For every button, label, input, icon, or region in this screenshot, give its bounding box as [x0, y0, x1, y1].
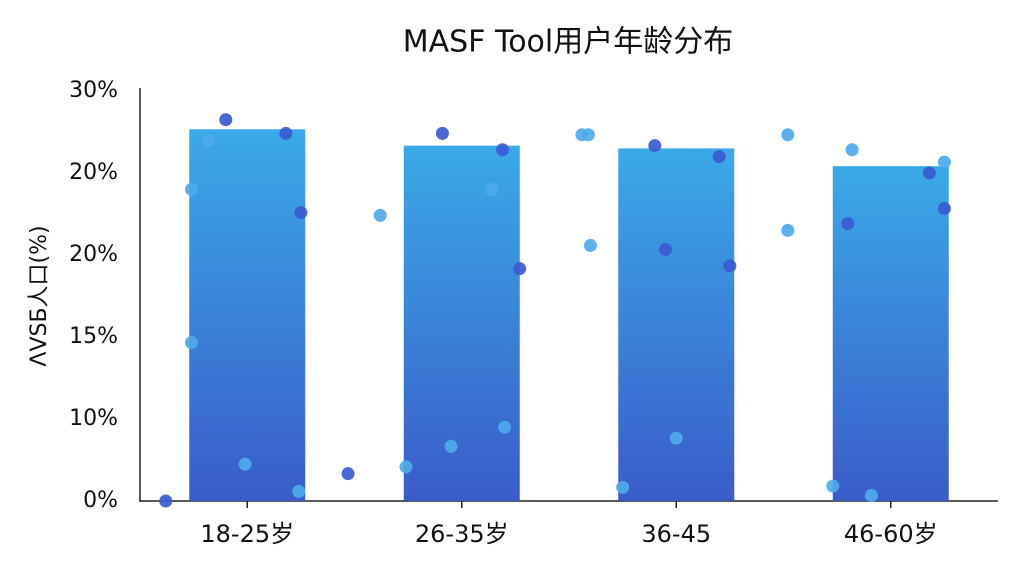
- bar: [403, 145, 520, 501]
- scatter-point: [513, 262, 527, 276]
- y-tick-label: 30%: [69, 78, 118, 103]
- scatter-point: [922, 166, 936, 180]
- x-tick-label: 46-60岁: [844, 520, 938, 548]
- scatter-point: [444, 439, 458, 453]
- scatter-point: [159, 494, 173, 508]
- scatter-point: [399, 460, 413, 474]
- y-tick-label: 15%: [69, 324, 118, 349]
- scatter-point: [669, 431, 683, 445]
- chart-title: MASF Tool用户年龄分布: [403, 25, 734, 60]
- scatter-point: [373, 208, 387, 222]
- scatter-point: [937, 202, 951, 216]
- y-tick-label: 0%: [83, 488, 118, 513]
- scatter-point: [581, 128, 595, 142]
- scatter-point: [781, 128, 795, 142]
- y-axis-label: ΛVSБ人口(%): [27, 225, 52, 366]
- scatter-point: [496, 143, 510, 157]
- scatter-point: [616, 480, 630, 494]
- x-tick-label: 18-25岁: [200, 520, 294, 548]
- scatter-point: [723, 259, 737, 273]
- x-tick-label: 26-35岁: [415, 520, 509, 548]
- scatter-point: [294, 206, 308, 220]
- scatter-point: [341, 467, 355, 481]
- bar: [618, 148, 735, 501]
- bar: [832, 166, 949, 501]
- scatter-point: [219, 113, 233, 127]
- scatter-point: [659, 243, 673, 257]
- scatter-point: [485, 182, 499, 196]
- scatter-point: [648, 139, 662, 153]
- y-tick-label: 20%: [69, 242, 118, 267]
- scatter-point: [583, 238, 597, 252]
- scatter-point: [841, 217, 855, 231]
- scatter-point: [292, 484, 306, 498]
- scatter-point: [937, 155, 951, 169]
- scatter-point: [184, 182, 198, 196]
- scatter-point: [279, 126, 293, 140]
- y-tick-label: 20%: [69, 160, 118, 185]
- scatter-point: [498, 420, 512, 434]
- y-tick-label: 10%: [69, 406, 118, 431]
- scatter-point: [712, 150, 726, 164]
- scatter-point: [435, 126, 449, 140]
- scatter-point: [845, 143, 859, 157]
- scatter-point: [826, 479, 840, 493]
- scatter-point: [184, 335, 198, 349]
- scatter-point: [781, 223, 795, 237]
- scatter-point: [202, 133, 216, 147]
- x-tick-label: 36-45: [641, 520, 711, 548]
- bar: [189, 129, 306, 501]
- scatter-point: [864, 489, 878, 503]
- scatter-point: [238, 457, 252, 471]
